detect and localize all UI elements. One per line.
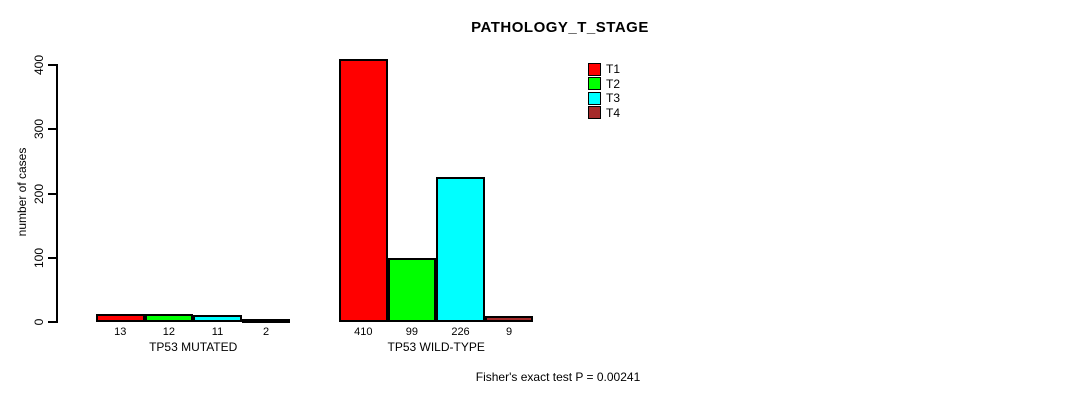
chart-title: PATHOLOGY_T_STAGE — [471, 19, 649, 36]
legend-item: T2 — [588, 76, 621, 91]
bar-value-label: 99 — [405, 326, 419, 338]
bar — [484, 316, 534, 322]
bar — [436, 176, 485, 322]
y-tick-label: 0 — [32, 318, 46, 326]
group-label: TP53 MUTATED — [149, 340, 238, 354]
bar-value-label: 410 — [354, 326, 373, 338]
y-tick-label: 300 — [32, 119, 46, 140]
y-tick — [48, 192, 56, 195]
legend: T1 T2 T3 T4 — [588, 62, 621, 121]
bar — [144, 314, 194, 322]
y-tick-label: 100 — [32, 247, 46, 268]
y-tick — [48, 128, 56, 131]
legend-swatch — [588, 62, 601, 76]
y-axis-line — [56, 64, 58, 323]
legend-item: T1 — [588, 62, 621, 76]
bar-value-label: 226 — [451, 326, 470, 338]
bar-value-label: 11 — [211, 326, 224, 338]
annotation-text: Fisher's exact test P = 0.00241 — [475, 370, 641, 384]
y-tick — [48, 64, 56, 66]
bar — [193, 314, 242, 322]
group-label: TP53 WILD-TYPE — [387, 340, 485, 354]
bar — [387, 258, 437, 322]
bar-value-label: 9 — [506, 326, 513, 338]
legend-swatch — [588, 106, 601, 119]
legend-label: T4 — [606, 105, 621, 120]
legend-item: T3 — [588, 91, 621, 105]
bar — [96, 313, 145, 322]
legend-label: T2 — [606, 76, 621, 91]
bar — [241, 319, 291, 323]
bar — [339, 58, 388, 322]
y-tick — [48, 256, 56, 259]
y-axis-label: number of cases — [15, 147, 29, 237]
legend-label: T1 — [606, 62, 621, 76]
bar-value-label: 12 — [162, 326, 176, 338]
bar-value-label: 13 — [114, 326, 127, 338]
bar-value-label: 2 — [263, 326, 270, 338]
y-tick-label: 200 — [32, 183, 46, 204]
legend-swatch — [588, 77, 601, 90]
y-tick — [48, 321, 56, 323]
legend-item: T4 — [588, 105, 621, 120]
legend-swatch — [588, 91, 601, 105]
y-tick-label: 400 — [32, 54, 46, 76]
legend-label: T3 — [606, 91, 621, 105]
